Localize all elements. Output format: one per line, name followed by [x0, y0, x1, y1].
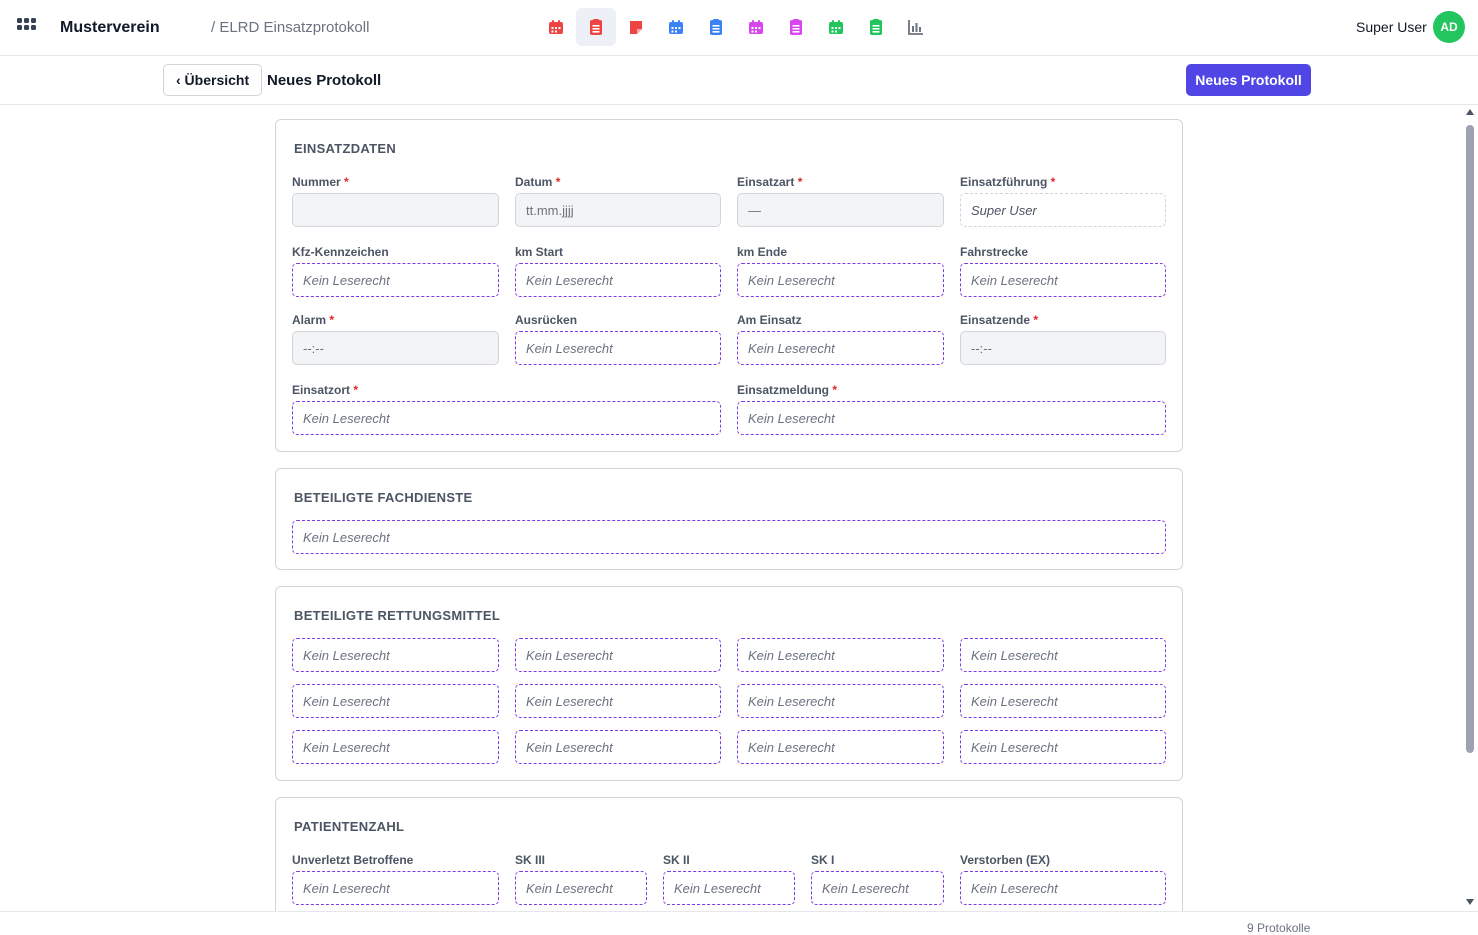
app-statistics[interactable]	[896, 8, 936, 46]
einsatzmeldung-field[interactable]: Kein Leserecht	[737, 401, 1166, 435]
datum-input[interactable]: tt.mm.jjjj	[515, 193, 721, 227]
section-rettungsmittel: BETEILIGTE RETTUNGSMITTEL Kein Leserecht…	[275, 586, 1183, 781]
einsatzfuehrung-field[interactable]: Super User	[960, 193, 1166, 227]
rettungsmittel-field[interactable]: Kein Leserecht	[515, 730, 721, 764]
rettungsmittel-field[interactable]: Kein Leserecht	[515, 684, 721, 718]
label-alarm: Alarm *	[292, 313, 335, 327]
rettungsmittel-field[interactable]: Kein Leserecht	[292, 684, 499, 718]
nummer-input[interactable]	[292, 193, 499, 227]
einsatzort-field[interactable]: Kein Leserecht	[292, 401, 721, 435]
footer-bar: 9 Protokolle	[0, 911, 1478, 935]
app-pink-list[interactable]	[776, 8, 816, 46]
label-einsatzfuehrung: Einsatzführung *	[960, 175, 1056, 189]
label-sk2: SK II	[663, 853, 690, 867]
label-km-start: km Start	[515, 245, 564, 259]
rettungsmittel-field[interactable]: Kein Leserecht	[737, 638, 944, 672]
einsatzart-select[interactable]: —	[737, 193, 944, 227]
app-pink-calendar[interactable]	[736, 8, 776, 46]
section-patientenzahl: PATIENTENZAHL Unverletzt Betroffene Kein…	[275, 797, 1183, 911]
label-fahrstrecke: Fahrstrecke	[960, 245, 1029, 259]
new-protocol-button[interactable]: Neues Protokoll	[1186, 64, 1311, 96]
app-red-list[interactable]	[576, 8, 616, 46]
fahrstrecke-field[interactable]: Kein Leserecht	[960, 263, 1166, 297]
label-einsatzart: Einsatzart *	[737, 175, 803, 189]
protocol-count: 9 Protokolle	[1247, 921, 1311, 935]
app-blue-list[interactable]	[696, 8, 736, 46]
label-nummer: Nummer *	[292, 175, 349, 189]
section-title: BETEILIGTE FACHDIENSTE	[294, 490, 473, 505]
user-name[interactable]: Super User	[1356, 19, 1427, 35]
rettungsmittel-field[interactable]: Kein Leserecht	[515, 638, 721, 672]
chart-icon	[908, 20, 923, 35]
calendar-icon	[669, 20, 683, 34]
breadcrumb[interactable]: / ELRD Einsatzprotokoll	[211, 19, 370, 36]
scrollbar-thumb[interactable]	[1466, 125, 1474, 753]
app-red-note[interactable]	[616, 8, 656, 46]
section-title: BETEILIGTE RETTUNGSMITTEL	[294, 608, 501, 623]
list-icon	[790, 19, 802, 35]
section-title: EINSATZDATEN	[294, 141, 397, 156]
list-icon	[710, 19, 722, 35]
km-ende-field[interactable]: Kein Leserecht	[737, 263, 944, 297]
app-red-calendar[interactable]	[536, 8, 576, 46]
page-toolbar: ‹ Übersicht Neues Protokoll Neues Protok…	[0, 56, 1478, 105]
app-blue-calendar[interactable]	[656, 8, 696, 46]
page-title: Neues Protokoll	[267, 72, 382, 89]
label-kfz: Kfz-Kennzeichen	[292, 245, 389, 259]
rettungsmittel-field[interactable]: Kein Leserecht	[960, 638, 1166, 672]
scroll-down-icon[interactable]	[1466, 899, 1474, 905]
rettungsmittel-field[interactable]: Kein Leserecht	[737, 684, 944, 718]
sk3-field[interactable]: Kein Leserecht	[515, 871, 647, 905]
kfz-field[interactable]: Kein Leserecht	[292, 263, 499, 297]
scroll-up-icon[interactable]	[1466, 109, 1474, 115]
sk1-field[interactable]: Kein Leserecht	[811, 871, 944, 905]
rettungsmittel-field[interactable]: Kein Leserecht	[737, 730, 944, 764]
einsatzende-time-input[interactable]: --:--	[960, 331, 1166, 365]
section-einsatzdaten: EINSATZDATEN Nummer * Datum * tt.mm.jjjj…	[275, 119, 1183, 452]
back-to-overview-button[interactable]: ‹ Übersicht	[163, 64, 263, 96]
label-km-ende: km Ende	[737, 245, 788, 259]
rettungsmittel-field[interactable]: Kein Leserecht	[292, 730, 499, 764]
am-einsatz-field[interactable]: Kein Leserecht	[737, 331, 944, 365]
list-icon	[590, 19, 602, 35]
vertical-scrollbar[interactable]	[1463, 105, 1478, 911]
label-unverletzt: Unverletzt Betroffene	[292, 853, 414, 867]
label-einsatzort: Einsatzort *	[292, 383, 359, 397]
section-title: PATIENTENZAHL	[294, 819, 405, 834]
app-grid-icon[interactable]	[17, 18, 37, 34]
calendar-icon	[829, 20, 843, 34]
sk2-field[interactable]: Kein Leserecht	[663, 871, 795, 905]
calendar-icon	[749, 20, 763, 34]
label-ausruecken: Ausrücken	[515, 313, 578, 327]
fachdienste-field[interactable]: Kein Leserecht	[292, 520, 1166, 554]
label-einsatzmeldung: Einsatzmeldung *	[737, 383, 838, 397]
label-sk1: SK I	[811, 853, 835, 867]
verstorben-field[interactable]: Kein Leserecht	[960, 871, 1166, 905]
km-start-field[interactable]: Kein Leserecht	[515, 263, 721, 297]
label-am-einsatz: Am Einsatz	[737, 313, 802, 327]
top-bar: Musterverein / ELRD Einsatzprotokoll	[0, 0, 1478, 56]
avatar[interactable]: AD	[1433, 11, 1465, 43]
app-switcher	[536, 8, 936, 46]
unverletzt-field[interactable]: Kein Leserecht	[292, 871, 499, 905]
list-icon	[870, 19, 882, 35]
label-sk3: SK III	[515, 853, 546, 867]
calendar-icon	[549, 20, 563, 34]
app-green-calendar[interactable]	[816, 8, 856, 46]
form-scroll-area: EINSATZDATEN Nummer * Datum * tt.mm.jjjj…	[0, 105, 1478, 911]
note-icon	[630, 21, 642, 34]
label-verstorben: Verstorben (EX)	[960, 853, 1051, 867]
rettungsmittel-field[interactable]: Kein Leserecht	[960, 730, 1166, 764]
section-fachdienste: BETEILIGTE FACHDIENSTE Kein Leserecht	[275, 468, 1183, 570]
rettungsmittel-field[interactable]: Kein Leserecht	[960, 684, 1166, 718]
rettungsmittel-field[interactable]: Kein Leserecht	[292, 638, 499, 672]
ausruecken-field[interactable]: Kein Leserecht	[515, 331, 721, 365]
org-name[interactable]: Musterverein	[60, 19, 160, 36]
alarm-time-input[interactable]: --:--	[292, 331, 499, 365]
label-einsatzende: Einsatzende *	[960, 313, 1039, 327]
app-green-list[interactable]	[856, 8, 896, 46]
label-datum: Datum *	[515, 175, 561, 189]
